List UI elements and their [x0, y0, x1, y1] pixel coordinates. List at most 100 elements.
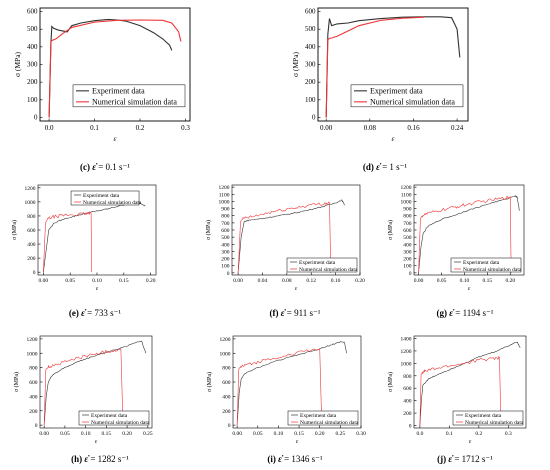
y-tick-label: 900 [221, 207, 230, 213]
series-line-experiment [237, 199, 345, 273]
y-tick-label: 0 [34, 113, 38, 121]
series-line-simulation [325, 16, 425, 118]
legend-box [286, 257, 358, 273]
y-tick-label: 300 [27, 61, 38, 69]
x-tick-label: 0.1 [446, 431, 453, 437]
series-line-simulation [237, 201, 332, 273]
legend-entry: Experiment data [463, 260, 500, 266]
y-tick-label: 800 [403, 374, 412, 380]
y-tick-label: 300 [221, 249, 230, 255]
x-tick-label: 0.0 [45, 124, 54, 132]
y-tick-label: 1000 [27, 351, 38, 357]
chart-caption: (j) ε̇ = 1712 s⁻¹ [437, 454, 493, 464]
chart-caption: (d) ε̇ = 1 s⁻¹ [363, 162, 408, 172]
y-tick-label: 200 [27, 78, 38, 86]
y-axis-label: σ (MPa) [206, 372, 213, 392]
chart-i: 0.00 0.05 0.10 0.15 0.20 0.25 0.30 0 200 400 600 80… [206, 335, 366, 464]
chart-caption: (g) ε̇ = 1194 s⁻¹ [437, 308, 494, 318]
y-tick-label: 600 [403, 386, 412, 392]
y-axis-label: σ (MPa) [387, 372, 394, 392]
x-tick-label: 0.3 [181, 124, 190, 132]
y-tick-label: 400 [29, 394, 38, 400]
x-tick-label: 0.08 [282, 278, 292, 284]
y-tick-label: 400 [403, 242, 412, 248]
legend-entry: Experiment data [465, 413, 502, 419]
y-tick-label: 400 [222, 394, 231, 400]
x-tick-label: 0.1 [90, 124, 99, 132]
y-tick-label: 400 [403, 399, 412, 405]
series-line-experiment [43, 340, 147, 426]
y-tick-label: 1200 [219, 185, 230, 191]
chart-j: 0.0 0.1 0.2 0.3 0 200 400 600 800 1000 1200 1400 σ (… [387, 335, 527, 464]
series-line-simulation [236, 348, 323, 426]
y-tick-label: 1400 [401, 336, 412, 342]
x-tick-label: 0.16 [331, 278, 341, 284]
series-line-simulation [48, 19, 182, 118]
x-tick-label: 0.2 [475, 431, 482, 437]
y-tick-label: 300 [305, 61, 316, 69]
legend-box [287, 410, 359, 426]
y-tick-label: 0 [409, 424, 412, 430]
legend-entry: Numerical simulation data [463, 267, 522, 273]
chart-c: 0.0 0.1 0.2 0.3 0 100 200 300 400 500 600 σ (MPa) ε E… [13, 8, 191, 172]
y-tick-label: 600 [305, 8, 316, 16]
y-tick-label: 800 [222, 366, 231, 372]
y-tick-label: 200 [221, 257, 230, 263]
x-tick-label: 0.15 [294, 431, 304, 437]
x-tick-label: 0.05 [65, 278, 75, 284]
y-tick-label: 0 [35, 423, 38, 429]
legend-box [70, 190, 140, 206]
y-tick-label: 1200 [25, 186, 36, 192]
series-line-simulation [43, 348, 124, 426]
x-tick-label: 0.15 [483, 278, 493, 284]
y-axis-label: σ (MPa) [13, 372, 20, 392]
y-tick-label: 600 [29, 380, 38, 386]
legend-entry: Experiment data [300, 413, 337, 419]
x-axis-label: ε [296, 439, 299, 445]
y-tick-label: 600 [27, 8, 38, 16]
y-tick-label: 0 [228, 423, 231, 429]
y-axis-label: σ (MPa) [11, 220, 18, 240]
x-tick-label: 0.3 [505, 431, 512, 437]
legend-entry: Numerical simulation data [300, 420, 359, 426]
x-tick-label: 0.20 [315, 431, 325, 437]
legend-entry: Experiment data [370, 87, 423, 96]
y-axis-label: σ (MPa) [205, 220, 212, 240]
series-line-experiment [48, 18, 173, 118]
series-line-experiment [325, 16, 461, 118]
legend-box [450, 257, 522, 273]
y-tick-label: 800 [221, 214, 230, 220]
y-tick-label: 900 [403, 207, 412, 213]
legend-entry: Numerical simulation data [370, 98, 455, 107]
y-tick-label: 1100 [219, 192, 230, 198]
y-tick-label: 400 [305, 43, 316, 51]
y-tick-label: 100 [27, 96, 38, 104]
x-tick-label: 0.15 [102, 431, 112, 437]
x-tick-label: 0.00 [39, 431, 49, 437]
chart-caption: (f) ε̇ = 911 s⁻¹ [270, 308, 321, 318]
series-line-experiment [419, 341, 521, 426]
chart-caption: (e) ε̇ = 733 s⁻¹ [69, 308, 122, 318]
y-tick-label: 200 [222, 409, 231, 415]
y-tick-label: 700 [221, 221, 230, 227]
x-tick-label: 0.04 [258, 278, 268, 284]
y-tick-label: 600 [221, 228, 230, 234]
x-tick-label: 0.05 [253, 431, 263, 437]
y-tick-label: 1100 [401, 192, 412, 198]
y-tick-label: 800 [29, 366, 38, 372]
chart-h: 0.00 0.05 0.10 0.15 0.20 0.25 0 200 400 600 800 100… [13, 335, 153, 464]
legend-entry: Numerical simulation data [91, 420, 150, 426]
y-tick-label: 400 [27, 242, 36, 248]
x-tick-label: 0.15 [119, 278, 129, 284]
x-axis-label: ε [95, 439, 98, 445]
x-axis-label: ε [469, 439, 472, 445]
x-tick-label: 0.10 [460, 278, 470, 284]
series-line-experiment [418, 195, 520, 273]
y-tick-label: 100 [221, 264, 230, 270]
x-tick-label: 0.10 [92, 278, 102, 284]
x-tick-label: 0.20 [122, 431, 132, 437]
x-tick-label: 0.10 [81, 431, 91, 437]
legend-box [78, 410, 150, 426]
